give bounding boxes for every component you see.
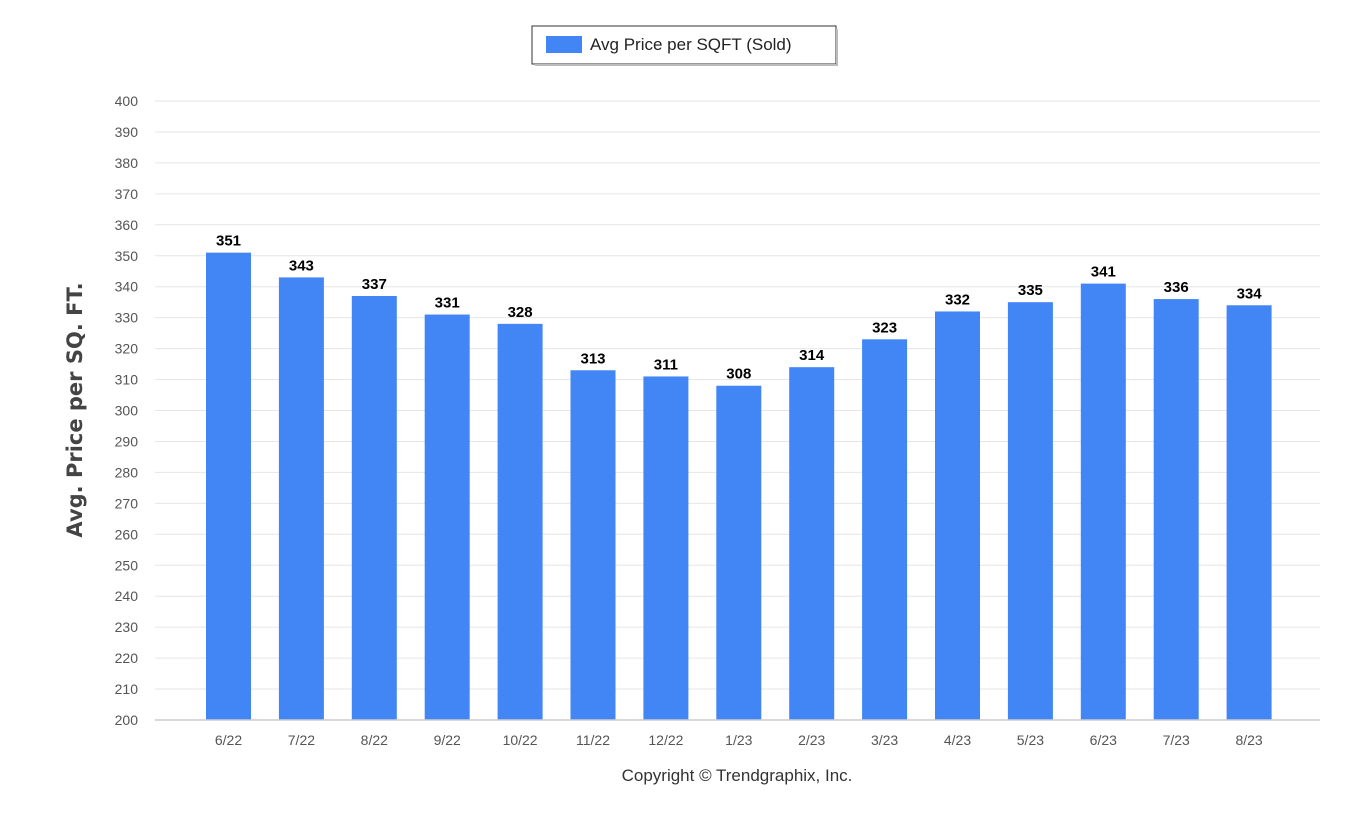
bar-8-23[interactable] (1226, 305, 1272, 720)
x-tick-label: 5/23 (1017, 732, 1044, 748)
bar-2-23[interactable] (789, 367, 835, 720)
y-tick-label: 210 (115, 681, 139, 697)
data-label: 351 (216, 233, 241, 250)
legend-label: Avg Price per SQFT (Sold) (590, 35, 792, 54)
y-tick-label: 300 (115, 403, 139, 419)
y-tick-label: 370 (115, 186, 139, 202)
bar-7-22[interactable] (278, 277, 324, 720)
copyright-text: Copyright © Trendgraphix, Inc. (622, 766, 853, 785)
bar-6-23[interactable] (1080, 283, 1126, 720)
x-tick-label: 11/22 (576, 732, 610, 748)
legend-shadow (535, 64, 837, 66)
bar-10-22[interactable] (497, 323, 543, 720)
x-axis-ticks: 6/22 7/22 8/22 9/22 10/22 11/22 12/22 1/23 2/23 3… (215, 732, 1263, 748)
bar-7-23[interactable] (1153, 299, 1199, 720)
y-tick-label: 200 (115, 712, 139, 728)
y-tick-label: 230 (115, 619, 139, 635)
y-tick-label: 310 (115, 372, 139, 388)
bar-11-22[interactable] (570, 370, 616, 720)
x-tick-label: 2/23 (798, 732, 825, 748)
data-label: 341 (1091, 264, 1116, 281)
x-tick-label: 7/22 (288, 732, 315, 748)
y-tick-label: 350 (115, 248, 139, 264)
bar-1-23[interactable] (716, 385, 762, 720)
x-tick-label: 12/22 (648, 732, 683, 748)
data-label: 308 (726, 366, 751, 383)
y-tick-label: 240 (115, 588, 139, 604)
x-tick-label: 8/23 (1235, 732, 1262, 748)
y-tick-label: 280 (115, 464, 139, 480)
bar-4-23[interactable] (935, 311, 980, 720)
data-label: 323 (872, 319, 897, 336)
data-label: 334 (1237, 285, 1263, 302)
bars (206, 252, 1272, 720)
bar-3-23[interactable] (862, 339, 908, 720)
data-label: 328 (508, 304, 533, 321)
y-tick-label: 330 (115, 310, 139, 326)
y-tick-label: 250 (115, 557, 139, 573)
x-tick-label: 7/23 (1163, 732, 1190, 748)
legend[interactable]: Avg Price per SQFT (Sold) (531, 25, 838, 66)
data-label: 335 (1018, 282, 1043, 299)
data-label: 314 (799, 347, 825, 364)
y-tick-label: 390 (115, 124, 139, 140)
x-tick-label: 3/23 (871, 732, 898, 748)
legend-swatch (546, 36, 582, 53)
data-label: 311 (654, 356, 678, 373)
legend-shadow-side (836, 29, 838, 66)
data-label: 337 (362, 276, 387, 293)
y-tick-label: 220 (115, 650, 139, 666)
y-tick-label: 400 (115, 93, 139, 109)
y-tick-label: 320 (115, 341, 139, 357)
y-axis-title: Avg. Price per SQ. FT. (63, 282, 87, 537)
y-tick-label: 360 (115, 217, 139, 233)
data-label: 331 (435, 295, 460, 312)
data-labels: 351 343 337 331 328 313 311 308 314 323 332 335 341 3… (216, 233, 1262, 383)
y-tick-label: 380 (115, 155, 139, 171)
bar-12-22[interactable] (643, 376, 689, 720)
grid-lines (155, 100, 1320, 721)
x-tick-label: 10/22 (503, 732, 538, 748)
bar-9-22[interactable] (424, 314, 470, 720)
data-label: 336 (1164, 279, 1189, 296)
x-tick-label: 9/22 (434, 732, 461, 748)
x-tick-label: 6/22 (215, 732, 242, 748)
data-label: 332 (945, 291, 970, 308)
x-tick-label: 6/23 (1090, 732, 1117, 748)
x-tick-label: 4/23 (944, 732, 971, 748)
bar-5-23[interactable] (1007, 302, 1053, 720)
data-label: 343 (289, 257, 314, 274)
x-tick-label: 8/22 (361, 732, 388, 748)
bar-6-22[interactable] (206, 252, 251, 720)
data-label: 313 (580, 350, 605, 367)
x-tick-label: 1/23 (725, 732, 752, 748)
y-tick-label: 260 (115, 526, 139, 542)
y-tick-label: 340 (115, 279, 139, 295)
y-tick-label: 290 (115, 433, 139, 449)
y-axis-ticks: 200 210 220 230 240 250 260 270 280 290 300 310 320 3… (115, 93, 139, 728)
bar-8-22[interactable] (351, 295, 397, 720)
y-tick-label: 270 (115, 495, 139, 511)
